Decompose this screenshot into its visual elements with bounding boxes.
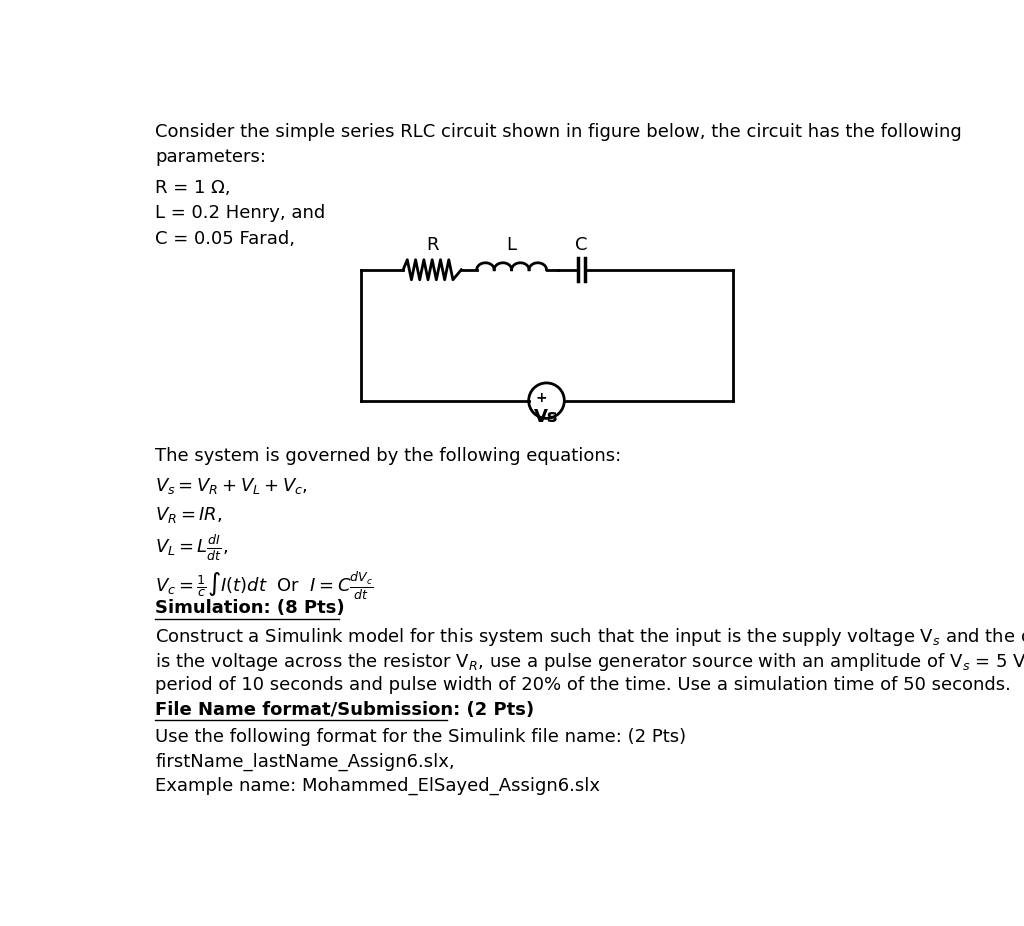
Text: is the voltage across the resistor V$_R$, use a pulse generator source with an a: is the voltage across the resistor V$_R$… (155, 651, 1024, 673)
Text: $V_L = L\frac{dI}{dt},$: $V_L = L\frac{dI}{dt},$ (155, 533, 228, 563)
Text: Example name: Mohammed_ElSayed_Assign6.slx: Example name: Mohammed_ElSayed_Assign6.s… (155, 777, 600, 795)
Text: R = 1 Ω,: R = 1 Ω, (155, 179, 230, 197)
Text: C: C (575, 236, 588, 255)
Text: +: + (536, 391, 547, 405)
Text: L: L (507, 236, 517, 255)
Text: Use the following format for the Simulink file name: (2 Pts): Use the following format for the Simulin… (155, 728, 686, 745)
Text: Construct a Simulink model for this system such that the input is the supply vol: Construct a Simulink model for this syst… (155, 626, 1024, 648)
Text: $V_s = V_R + V_L + V_c,$: $V_s = V_R + V_L + V_c,$ (155, 476, 308, 496)
Text: The system is governed by the following equations:: The system is governed by the following … (155, 447, 622, 465)
Text: Vs: Vs (535, 408, 559, 426)
Text: L = 0.2 Henry, and: L = 0.2 Henry, and (155, 205, 326, 222)
Text: C = 0.05 Farad,: C = 0.05 Farad, (155, 230, 295, 247)
Text: period of 10 seconds and pulse width of 20% of the time. Use a simulation time o: period of 10 seconds and pulse width of … (155, 676, 1011, 694)
Text: File Name format/Submission: (2 Pts): File Name format/Submission: (2 Pts) (155, 701, 535, 719)
Text: R: R (426, 236, 439, 255)
Text: Simulation: (8 Pts): Simulation: (8 Pts) (155, 599, 345, 618)
Text: firstName_lastName_Assign6.slx,: firstName_lastName_Assign6.slx, (155, 753, 455, 770)
Text: $V_R = IR,$: $V_R = IR,$ (155, 505, 222, 525)
Text: $V_c = \frac{1}{c}\int I(t)dt$  Or  $I = C\frac{dV_c}{dt}$: $V_c = \frac{1}{c}\int I(t)dt$ Or $I = C… (155, 570, 374, 602)
Text: parameters:: parameters: (155, 148, 266, 166)
Text: Consider the simple series RLC circuit shown in figure below, the circuit has th: Consider the simple series RLC circuit s… (155, 123, 962, 142)
